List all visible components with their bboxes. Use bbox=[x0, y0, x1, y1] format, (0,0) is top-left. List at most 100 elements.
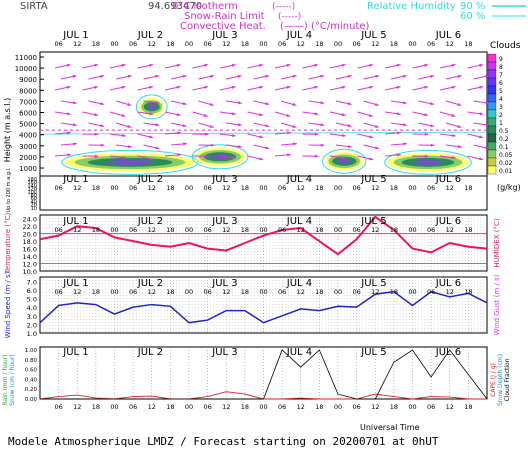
hour-tick-label: 06 bbox=[203, 288, 211, 296]
precip-tick-label: 0.60 bbox=[25, 368, 38, 374]
hour-tick-label: 12 bbox=[446, 226, 454, 234]
height-ylabel2: Up to 200 m a.g.l. bbox=[6, 167, 12, 212]
humidex-label: HUMIDEX (°C) bbox=[493, 218, 501, 267]
hour-tick-label: 12 bbox=[222, 40, 230, 48]
hour-tick-label: 12 bbox=[371, 184, 379, 192]
colorbar-cell bbox=[488, 150, 496, 158]
hour-tick-label: 12 bbox=[446, 184, 454, 192]
wind-tick-label: 3.0 bbox=[27, 313, 37, 321]
hour-tick-label: 18 bbox=[464, 226, 472, 234]
hour-tick-label: 00 bbox=[185, 40, 193, 48]
hour-tick-label: 00 bbox=[408, 184, 416, 192]
hour-tick-label: 12 bbox=[371, 40, 379, 48]
colorbar-label: 9 bbox=[499, 56, 503, 63]
colorbar-cell bbox=[488, 110, 496, 118]
hour-tick-label: 18 bbox=[241, 226, 249, 234]
cloud-blob bbox=[338, 159, 351, 164]
hour-tick-label: 12 bbox=[371, 288, 379, 296]
colorbar-label: 2 bbox=[499, 112, 503, 119]
height-tick-label: 2000 bbox=[19, 154, 37, 162]
hour-tick-label: 12 bbox=[371, 226, 379, 234]
cloudfrac-label: Cloud Fraction bbox=[504, 358, 511, 401]
hour-tick-label: 06 bbox=[129, 226, 137, 234]
height-tick-label: 9000 bbox=[19, 76, 37, 84]
hour-tick-label: 12 bbox=[297, 40, 305, 48]
hour-tick-label: 12 bbox=[73, 184, 81, 192]
hour-tick-label: 12 bbox=[148, 226, 156, 234]
footer-text: Modele Atmospherique LMDZ / Forecast sta… bbox=[8, 435, 439, 448]
low-height-tick-label: 10 bbox=[31, 206, 37, 212]
precip-tick-label: 0.40 bbox=[25, 377, 38, 383]
day-label: JUL 1 bbox=[62, 347, 88, 358]
wind-tick-label: 4.0 bbox=[27, 304, 37, 312]
hour-tick-label: 18 bbox=[166, 403, 174, 411]
hour-tick-label: 06 bbox=[278, 184, 286, 192]
hour-tick-label: 00 bbox=[259, 403, 267, 411]
hour-tick-label: 18 bbox=[390, 403, 398, 411]
colorbar-label: 3 bbox=[499, 104, 503, 111]
hour-tick-label: 00 bbox=[408, 226, 416, 234]
hour-tick-label: 00 bbox=[259, 40, 267, 48]
hour-tick-label: 00 bbox=[259, 288, 267, 296]
hour-tick-label: 00 bbox=[408, 403, 416, 411]
colorbar-cell bbox=[488, 166, 496, 174]
hour-tick-label: 06 bbox=[129, 184, 137, 192]
hour-tick-label: 06 bbox=[427, 226, 435, 234]
hour-tick-label: 06 bbox=[203, 226, 211, 234]
hour-tick-label: 12 bbox=[148, 288, 156, 296]
cloud-blob bbox=[414, 160, 442, 165]
hour-tick-label: 18 bbox=[92, 40, 100, 48]
hour-tick-label: 00 bbox=[408, 288, 416, 296]
hour-tick-label: 18 bbox=[390, 40, 398, 48]
colorbar-cell bbox=[488, 142, 496, 150]
hour-tick-label: 12 bbox=[297, 184, 305, 192]
hour-tick-label: 18 bbox=[241, 184, 249, 192]
colorbar-cell bbox=[488, 62, 496, 70]
hour-tick-label: 00 bbox=[259, 226, 267, 234]
hour-tick-label: 18 bbox=[315, 184, 323, 192]
cape-label: CAPE (J / g) bbox=[490, 363, 497, 397]
hour-tick-label: 18 bbox=[166, 184, 174, 192]
hour-tick-label: 06 bbox=[427, 184, 435, 192]
hour-tick-label: 18 bbox=[241, 403, 249, 411]
rh-label: Relative Humidity bbox=[367, 1, 456, 12]
hour-tick-label: 00 bbox=[185, 288, 193, 296]
hour-tick-label: 12 bbox=[148, 403, 156, 411]
hour-tick-label: 12 bbox=[371, 403, 379, 411]
hour-tick-label: 06 bbox=[278, 226, 286, 234]
hour-tick-label: 12 bbox=[222, 184, 230, 192]
hour-tick-label: 00 bbox=[110, 40, 118, 48]
day-label: JUL 5 bbox=[360, 347, 386, 358]
hour-tick-label: 18 bbox=[390, 184, 398, 192]
hour-tick-label: 06 bbox=[278, 40, 286, 48]
hour-tick-label: 00 bbox=[185, 184, 193, 192]
colorbar-label: 0.1 bbox=[499, 144, 509, 151]
hour-tick-label: 18 bbox=[92, 184, 100, 192]
hour-tick-label: 00 bbox=[110, 226, 118, 234]
site-label: SIRTA bbox=[20, 1, 48, 12]
day-label: JUL 4 bbox=[286, 347, 312, 358]
colorbar-cell bbox=[488, 94, 496, 102]
height-tick-label: 1000 bbox=[19, 165, 37, 173]
rain-ylabel: Rain (mm / hour) bbox=[2, 354, 9, 405]
hour-tick-label: 18 bbox=[464, 40, 472, 48]
hour-tick-label: 00 bbox=[185, 403, 193, 411]
hour-tick-label: 00 bbox=[259, 184, 267, 192]
colorbar-label: 1 bbox=[499, 120, 503, 127]
hour-tick-label: 12 bbox=[148, 184, 156, 192]
colorbar-cell bbox=[488, 86, 496, 94]
isotherm-sym: (-----) bbox=[272, 2, 295, 12]
hour-tick-label: 18 bbox=[464, 288, 472, 296]
hour-tick-label: 12 bbox=[297, 226, 305, 234]
hour-tick-label: 18 bbox=[315, 288, 323, 296]
hour-tick-label: 00 bbox=[334, 226, 342, 234]
snowdepth-label: Snow Depth (cm) bbox=[497, 354, 504, 406]
hour-tick-label: 00 bbox=[334, 40, 342, 48]
colorbar-cell bbox=[488, 78, 496, 86]
hour-tick-label: 06 bbox=[54, 288, 62, 296]
hour-tick-label: 18 bbox=[315, 403, 323, 411]
wind-tick-label: 7.0 bbox=[27, 278, 37, 286]
colorbar-label: 8 bbox=[499, 64, 503, 71]
hour-tick-label: 18 bbox=[390, 226, 398, 234]
hour-tick-label: 06 bbox=[352, 226, 360, 234]
